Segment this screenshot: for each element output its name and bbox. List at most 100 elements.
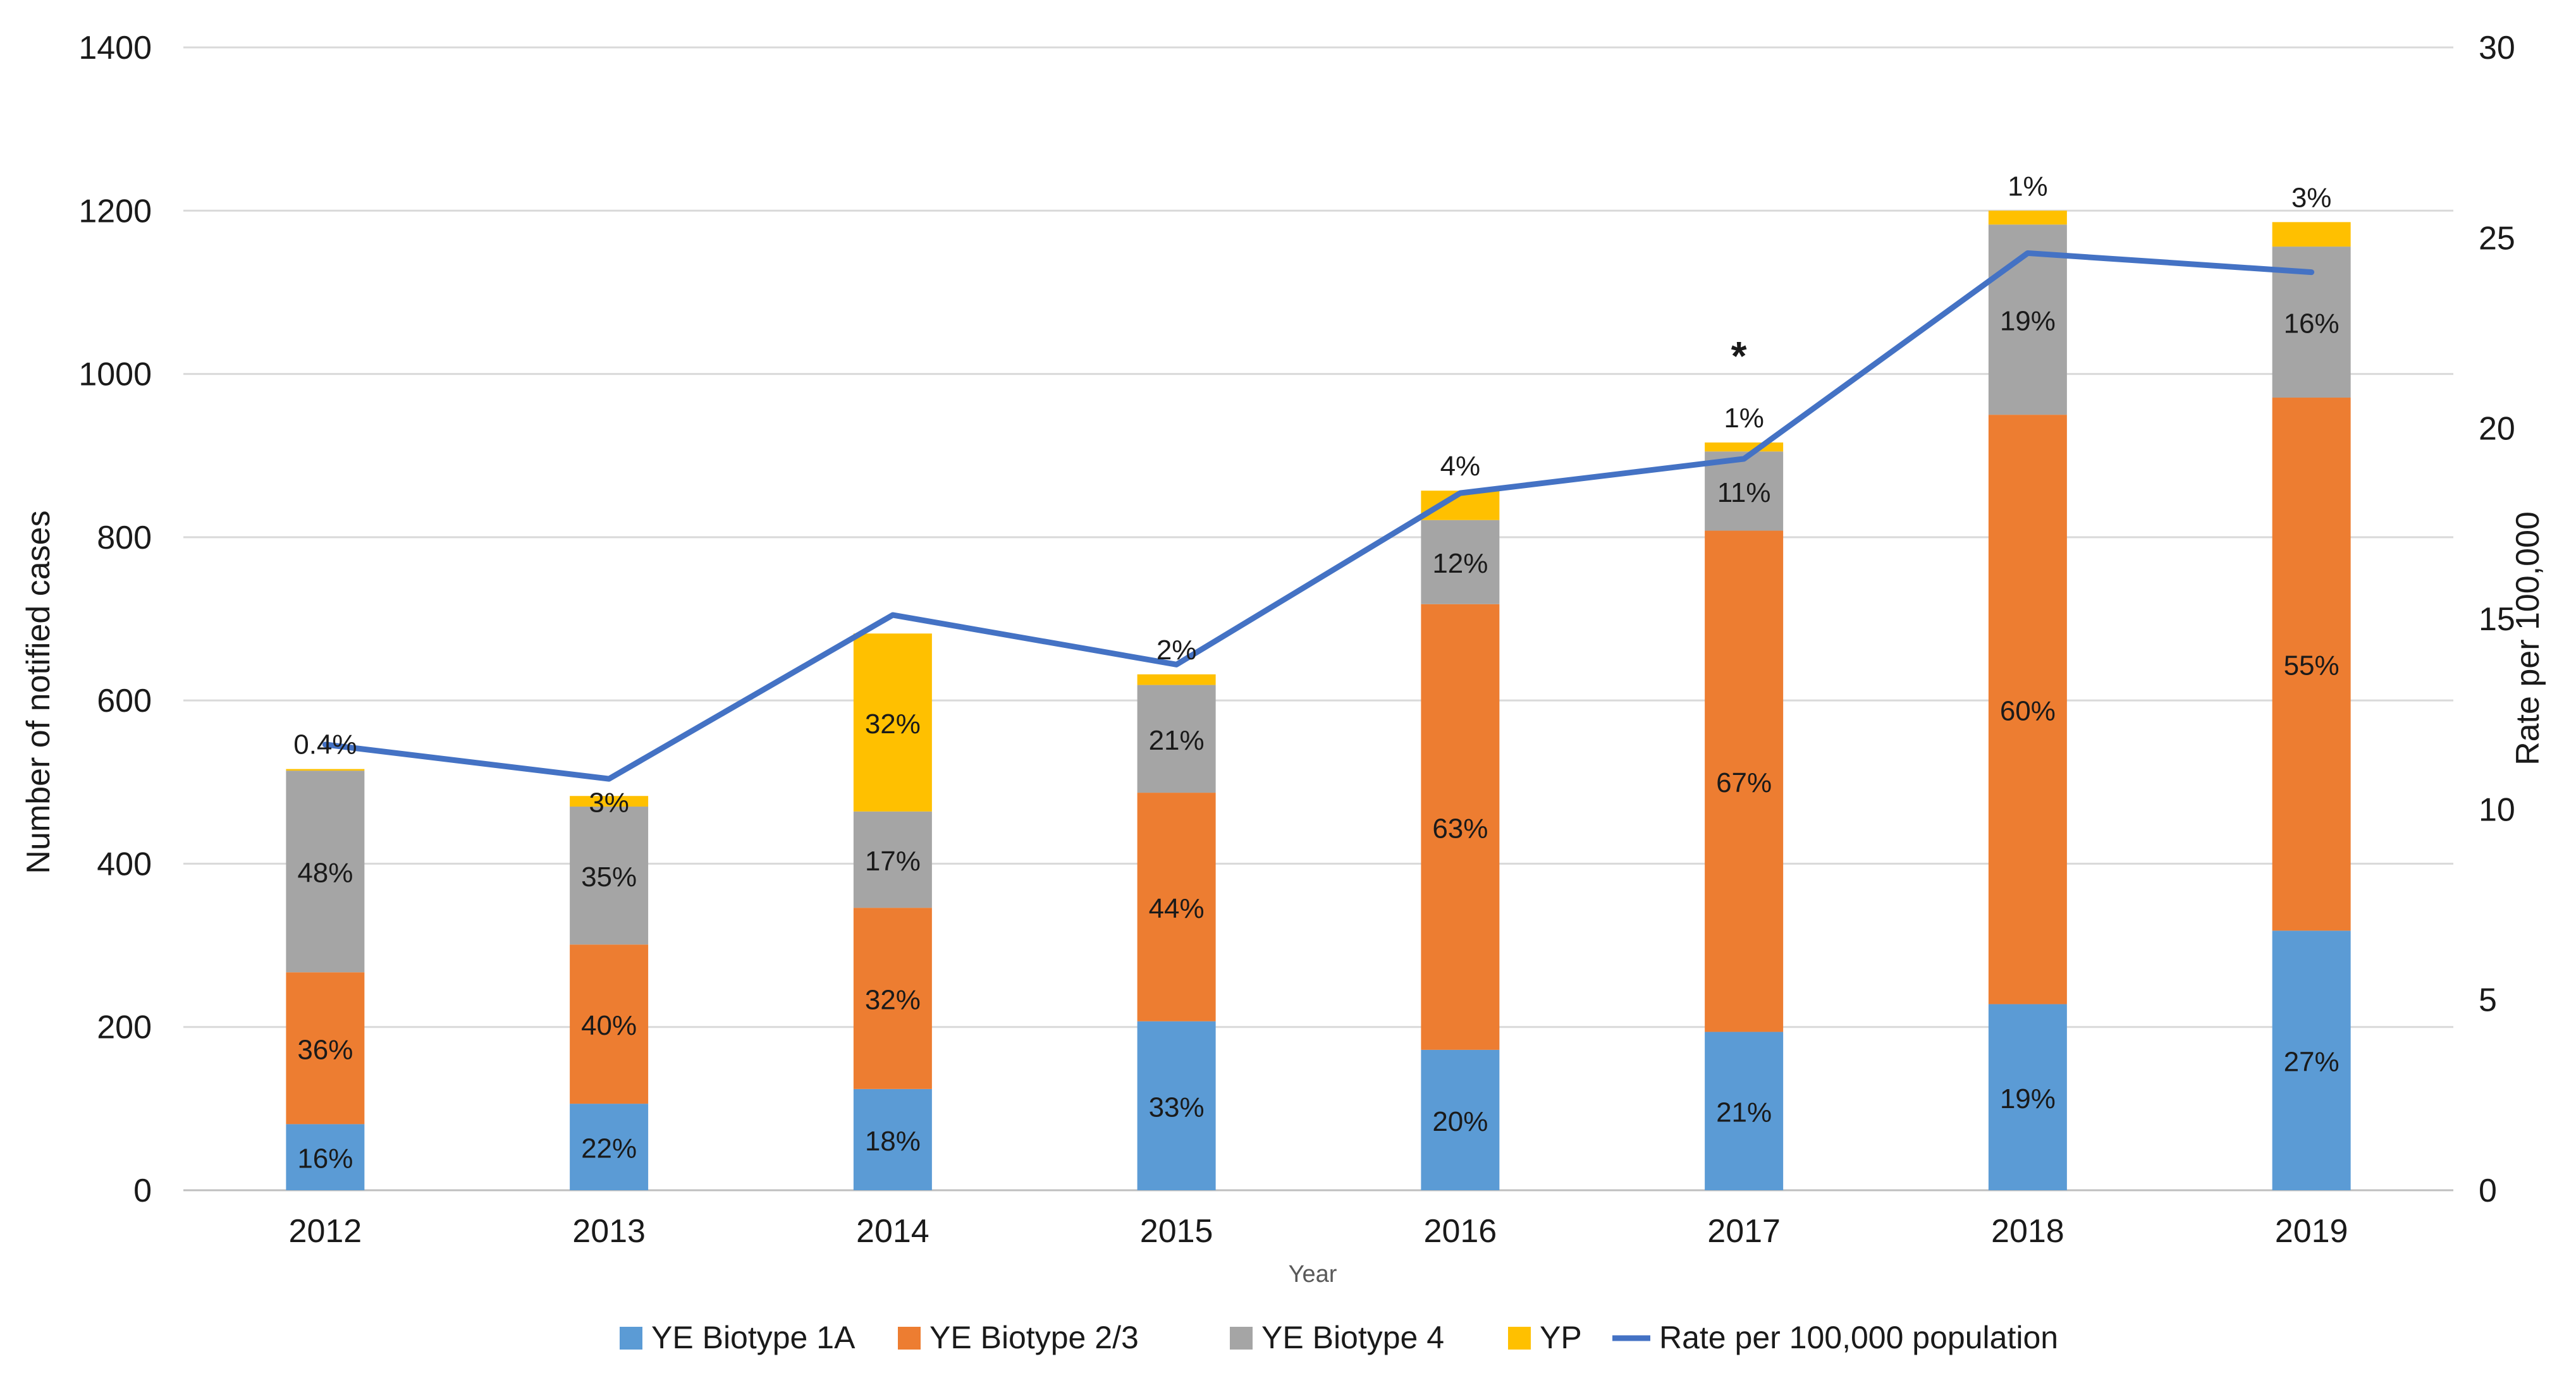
y-axis-title: Number of notified cases — [20, 510, 57, 874]
y2-tick-label: 0 — [2479, 1173, 2497, 1209]
data-label: 20% — [1432, 1106, 1488, 1137]
data-label: 11% — [1717, 477, 1771, 508]
bar-segment — [2272, 222, 2351, 247]
y2-tick-label: 20 — [2479, 411, 2515, 448]
bar-segment — [570, 944, 649, 1104]
data-label: 21% — [1716, 1097, 1772, 1128]
bar-segment — [1137, 674, 1216, 685]
y-tick-label: 600 — [97, 683, 152, 719]
x-tick-label: 2019 — [2275, 1213, 2348, 1250]
annotation-mark: * — [1731, 333, 1747, 379]
data-label: 33% — [1149, 1092, 1205, 1123]
y-tick-label: 1000 — [78, 357, 152, 393]
data-label: 12% — [1432, 548, 1488, 579]
y-tick-label: 1200 — [78, 193, 152, 229]
bar-segment — [853, 633, 932, 812]
rate-line — [322, 250, 2315, 782]
data-label: 32% — [865, 985, 921, 1016]
data-label: 19% — [2000, 306, 2056, 337]
legend-label: Rate per 100,000 population — [1659, 1320, 2058, 1355]
bar-segment — [1137, 685, 1216, 793]
data-label: 67% — [1716, 767, 1772, 798]
y2-tick-label: 25 — [2479, 220, 2515, 257]
bar-segment — [2272, 398, 2351, 931]
y-tick-label: 800 — [97, 520, 152, 556]
bars-group — [286, 210, 2351, 1190]
y-tick-label: 1400 — [78, 30, 152, 66]
data-label: 63% — [1432, 813, 1488, 844]
data-label: 2% — [1156, 635, 1197, 666]
bar-segment — [570, 807, 649, 945]
bar-segment — [1137, 793, 1216, 1021]
x-tick-label: 2016 — [1424, 1213, 1497, 1250]
data-label: 44% — [1149, 893, 1205, 924]
bar-segment — [1421, 1049, 1500, 1190]
y-tick-label: 200 — [97, 1009, 152, 1046]
data-label: 22% — [581, 1133, 637, 1164]
y-tick-label: 400 — [97, 846, 152, 882]
bar-segment — [286, 769, 365, 771]
bar-segment — [286, 972, 365, 1125]
data-label: 0.4% — [293, 729, 357, 760]
x-tick-label: 2014 — [856, 1213, 929, 1250]
data-label: 3% — [589, 788, 629, 819]
bar-segment — [853, 811, 932, 908]
y2-tick-label: 10 — [2479, 791, 2515, 828]
data-label: 60% — [2000, 695, 2056, 726]
data-label: 32% — [865, 709, 921, 740]
x-tick-label: 2017 — [1707, 1213, 1781, 1250]
x-tick-label: 2013 — [572, 1213, 646, 1250]
legend: YE Biotype 1A YE Biotype 2/3 YE Biotype 4 Y… — [620, 1320, 2058, 1355]
bar-segment — [570, 796, 649, 807]
data-label: 27% — [2284, 1047, 2340, 1078]
legend-swatch — [1230, 1327, 1253, 1350]
data-label: 4% — [1440, 451, 1481, 482]
bar-segment — [570, 1104, 649, 1190]
y2-axis-title: Rate per 100,000 — [2510, 511, 2546, 765]
legend-label: YE Biotype 4 — [1261, 1320, 1444, 1355]
data-label: 36% — [297, 1034, 353, 1065]
data-label: 16% — [297, 1143, 353, 1174]
data-label: 19% — [2000, 1083, 2056, 1114]
axes-group: Number of notified cases Rate per 100,00… — [20, 30, 2546, 1288]
data-label: 48% — [297, 858, 353, 889]
data-label: 16% — [2284, 308, 2340, 339]
x-axis-title: Year — [1289, 1261, 1337, 1288]
data-label: 35% — [581, 862, 637, 893]
bar-segment — [1705, 530, 1784, 1032]
legend-swatch — [1508, 1327, 1531, 1350]
bar-segment — [286, 771, 365, 973]
bar-segment — [1421, 520, 1500, 604]
y-tick-label: 0 — [133, 1173, 152, 1209]
x-tick-label: 2015 — [1140, 1213, 1213, 1250]
bar-segment — [1988, 415, 2067, 1004]
y2-tick-label: 5 — [2479, 982, 2497, 1019]
data-label: 40% — [581, 1010, 637, 1041]
bar-segment — [1421, 604, 1500, 1050]
bar-segment — [1705, 442, 1784, 452]
bar-segment — [1705, 1032, 1784, 1190]
bar-segment — [853, 908, 932, 1089]
x-tick-label: 2018 — [1991, 1213, 2064, 1250]
bar-segment — [853, 1088, 932, 1190]
gridlines — [183, 46, 2453, 1192]
y2-tick-label: 30 — [2479, 30, 2515, 66]
bar-segment — [2272, 930, 2351, 1190]
x-tick-label: 2012 — [289, 1213, 362, 1250]
data-label: 1% — [2008, 171, 2048, 202]
data-label: 3% — [2291, 182, 2332, 213]
y2-tick-label: 15 — [2479, 601, 2515, 638]
data-label: 18% — [865, 1126, 921, 1157]
legend-label: YE Biotype 1A — [651, 1320, 856, 1355]
rate-line-group — [322, 250, 2315, 782]
bar-segment — [1988, 210, 2067, 225]
data-label: 55% — [2284, 650, 2340, 681]
data-label: 17% — [865, 846, 921, 877]
data-label: 21% — [1149, 725, 1205, 756]
legend-swatch — [620, 1327, 642, 1350]
bar-segment — [1988, 1004, 2067, 1190]
bar-segment — [286, 1124, 365, 1190]
legend-swatch — [898, 1327, 921, 1350]
bar-segment — [1137, 1021, 1216, 1190]
